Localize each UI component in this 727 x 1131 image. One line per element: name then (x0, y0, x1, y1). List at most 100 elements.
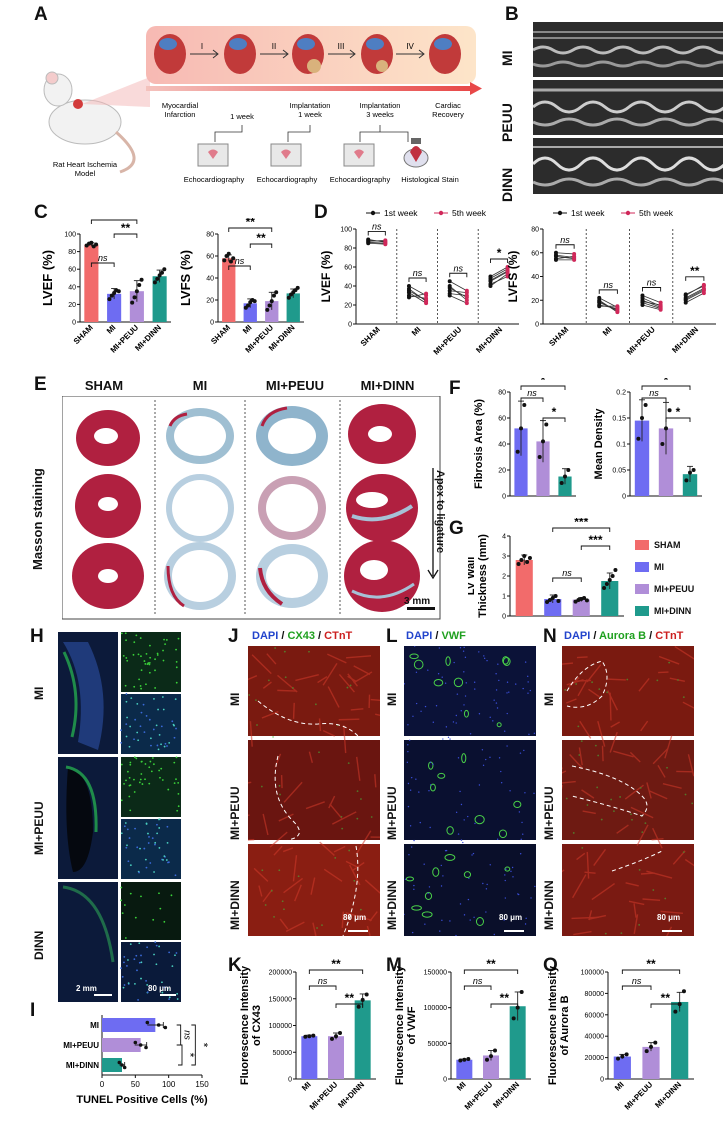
data-point (138, 1043, 143, 1047)
pair-line (642, 302, 661, 309)
pair-line (490, 270, 508, 281)
significance-bracket (641, 397, 667, 402)
significance-label: ns (604, 280, 614, 290)
significance-label: ns (562, 568, 572, 578)
y-tick-label: 150000 (424, 970, 447, 977)
significance-bracket (520, 397, 544, 402)
category-label: MI+DINN (653, 1080, 683, 1110)
category-label: MI+PEUU (63, 1041, 99, 1050)
l-row-dinn: MI+DINN (385, 880, 399, 930)
y-tick-label: 1 (502, 594, 506, 601)
legend-label-week5: 5th week (452, 208, 487, 218)
significance-label: ** (121, 221, 131, 235)
bar (515, 560, 533, 616)
l-vwf: VWF (441, 630, 466, 642)
data-point (269, 299, 274, 304)
category-label: MI+PEUU (463, 1080, 495, 1112)
significance-bracket (650, 1003, 681, 1008)
vwf-peuu (404, 740, 536, 840)
category-label: MI (90, 1021, 99, 1030)
point-week1 (447, 279, 452, 284)
vwf-mi (404, 646, 536, 736)
point-week5 (701, 291, 706, 296)
y-tick-label: 20 (68, 302, 76, 309)
tunel-row-mi: MI (32, 686, 46, 700)
timeline-3: Implantation 3 weeks (360, 101, 401, 119)
x-tick-label: 0 (100, 1080, 105, 1089)
l-dapi: DAPI (406, 630, 433, 642)
data-point (559, 481, 564, 485)
data-point (489, 1054, 493, 1059)
y-axis-label-line: LVEF (%) (40, 250, 55, 306)
point-week1 (640, 295, 645, 300)
panel-label-n: N (543, 626, 557, 647)
data-point (271, 293, 276, 298)
data-point (145, 1020, 150, 1025)
data-point (511, 1016, 516, 1021)
cx43-peuu (248, 740, 380, 840)
apex-arrow (427, 468, 439, 580)
data-point (117, 1060, 122, 1065)
j-row-dinn: MI+DINN (228, 880, 242, 930)
point-week5 (464, 301, 469, 306)
apex-label: Apex to ligature (434, 470, 446, 554)
data-point (688, 470, 692, 475)
data-point (550, 596, 555, 600)
masson-row-label: Masson staining (30, 468, 45, 570)
legend-swatch-dinn (635, 606, 649, 616)
y-axis-label-line: LV Wall (468, 557, 477, 596)
data-point (545, 600, 550, 604)
pair-line (490, 271, 508, 282)
tunel-mi-zoom-merge (121, 694, 181, 754)
data-point (311, 1033, 316, 1038)
data-point (130, 300, 135, 305)
significance-bracket (598, 289, 618, 294)
bar (107, 293, 122, 322)
y-tick-label: 20 (206, 298, 214, 305)
data-point (493, 1048, 497, 1053)
point-week1 (683, 300, 688, 305)
x-axis-label: TUNEL Positive Cells (%) (76, 1094, 208, 1106)
x-tick-label: 100 (162, 1080, 176, 1089)
y-axis-label: LVEF (%) (319, 251, 333, 303)
data-point (667, 408, 672, 413)
panel-n-title: DAPI / Aurora B / CTnT (564, 630, 683, 642)
masson-col-dinn: MI+DINN (360, 378, 415, 393)
significance-label: * (497, 246, 502, 260)
legend-g: SHAM MI MI+PEUU MI+DINN (635, 540, 694, 616)
data-point (274, 290, 279, 295)
pair-line (685, 288, 705, 299)
chart-o-aurora: 0 20000 40000 60000 80000 100000 Fluorescence … (548, 957, 694, 1112)
tunel-scale-right: 80 μm (148, 984, 172, 993)
point-week5 (383, 242, 388, 247)
pair-line (642, 299, 661, 308)
echo-row-label-dinn: DINN (499, 167, 515, 202)
y-axis-label-line: of CX43 (251, 1005, 263, 1046)
data-point (163, 1025, 168, 1030)
y-tick-label: 0.1 (616, 442, 626, 449)
point-week1 (488, 274, 493, 279)
significance-label: * (196, 1043, 210, 1048)
legend-label-week1: 1st week (384, 208, 418, 218)
data-point (231, 256, 236, 261)
pair-line (490, 273, 508, 287)
y-axis-label: LVFS (%) (178, 250, 193, 306)
pair-line (599, 301, 618, 312)
significance-bracket (642, 287, 662, 292)
significance-bracket (228, 265, 251, 270)
significance-label: ** (486, 957, 496, 971)
significance-bracket (685, 276, 705, 281)
legend-marker-week5 (625, 210, 631, 216)
significance-bracket (552, 527, 611, 532)
point-week1 (488, 278, 493, 283)
vwf-images (404, 646, 536, 936)
point-week5 (572, 251, 577, 256)
significance-bracket (542, 417, 566, 422)
y-tick-label: 60 (344, 265, 352, 272)
data-point (684, 478, 689, 483)
y-tick-label: 0 (502, 614, 506, 621)
j-row-peuu: MI+PEUU (228, 786, 242, 840)
significance-label: * (664, 378, 669, 387)
